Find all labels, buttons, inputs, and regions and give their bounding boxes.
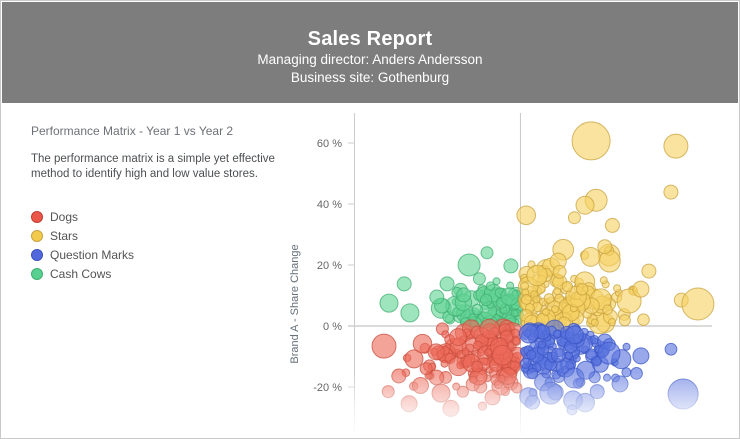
legend-item-dogs[interactable]: Dogs <box>31 207 134 226</box>
business-site-subtitle: Business site: Gothenburg <box>290 70 450 85</box>
y-tick-label: 60 % <box>317 138 342 150</box>
bubble-chart-svg: 60 % 40 % 20 % 0 % -20 % Brand A - Share Chan… <box>289 113 739 438</box>
page-title: Sales Report <box>307 28 433 50</box>
legend-item-cash-cows[interactable]: Cash Cows <box>31 264 134 283</box>
report-header: Sales Report Managing director: Anders A… <box>2 2 738 103</box>
performance-matrix-chart: 60 % 40 % 20 % 0 % -20 % Brand A - Share Chan… <box>1 104 739 438</box>
legend-item-stars[interactable]: Stars <box>31 226 134 245</box>
legend-label-cash-cows: Cash Cows <box>50 266 112 281</box>
y-axis-title: Brand A - Share Change <box>289 244 301 363</box>
y-tick-label: -20 % <box>313 382 342 394</box>
y-tick-label: 20 % <box>317 260 342 272</box>
chart-description-line1: The performance matrix is a simple yet e… <box>31 153 275 165</box>
y-tick-label: 40 % <box>317 199 342 211</box>
legend-label-dogs: Dogs <box>50 209 79 224</box>
managing-director-subtitle: Managing director: Anders Andersson <box>257 52 483 67</box>
question-marks-swatch-icon <box>31 248 43 261</box>
y-tick-label: 0 % <box>323 321 342 333</box>
chart-legend: Dogs Stars Question Marks Cash Cows <box>31 207 134 283</box>
chart-title: Performance Matrix - Year 1 vs Year 2 <box>31 124 234 138</box>
legend-label-question-marks: Question Marks <box>50 247 135 262</box>
stars-swatch-icon <box>31 229 43 242</box>
series-cash-cows <box>379 246 526 332</box>
legend-item-question-marks[interactable]: Question Marks <box>31 245 134 264</box>
info-panel: Performance Matrix - Year 1 vs Year 2 Th… <box>31 124 291 182</box>
series-stars <box>516 121 715 335</box>
cash-cows-swatch-icon <box>31 267 43 280</box>
chart-description-line2: method to identify high and low value st… <box>31 168 258 180</box>
legend-label-stars: Stars <box>50 228 79 243</box>
chart-description: The performance matrix is a simple yet e… <box>31 152 291 182</box>
dogs-swatch-icon <box>31 210 43 223</box>
